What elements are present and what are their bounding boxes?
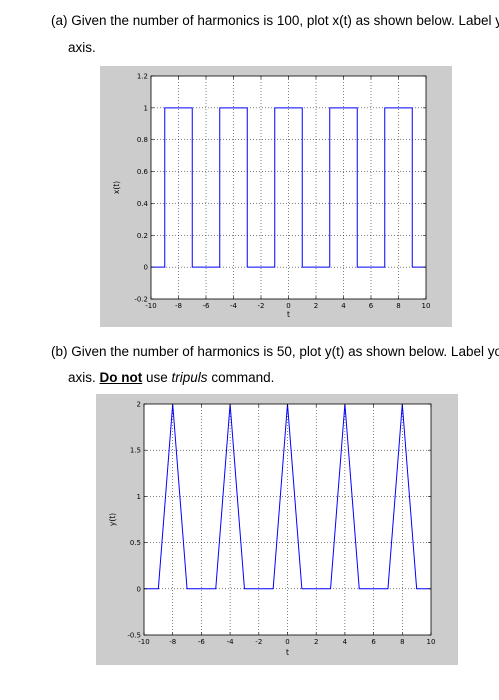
question-a-line2: axis. — [68, 40, 96, 55]
x-tick-label: -6 — [198, 638, 206, 646]
question-b-command-name: tripuls — [171, 370, 208, 385]
y-tick-label: 0.8 — [137, 136, 148, 144]
y-tick-label: -0.2 — [134, 296, 148, 304]
x-axis-label: t — [287, 310, 290, 319]
y-tick-label: 0.2 — [137, 232, 148, 240]
x-tick-label: -4 — [227, 638, 235, 646]
x-tick-label: 0 — [286, 302, 290, 310]
question-b-emphasis: Do not — [99, 370, 143, 385]
x-tick-label: 4 — [343, 638, 348, 646]
x-tick-label: -4 — [230, 302, 238, 310]
x-tick-label: 0 — [285, 638, 289, 646]
series-line — [151, 107, 426, 268]
question-b-text-start: axis. — [68, 370, 100, 385]
x-tick-label: 10 — [422, 302, 431, 310]
plot-area — [144, 404, 431, 635]
y-tick-label: 0 — [137, 585, 141, 593]
chart-x-t: -10 -8 -6 -4 -2 0 2 4 6 8 10 -0.2 0 0.2 0.4 0.6 0.8 1 1.2 t… — [112, 73, 431, 320]
x-axis-label: t — [286, 648, 289, 657]
x-tick-label: 6 — [371, 638, 376, 646]
figure-b: -10 -8 -6 -4 -2 0 2 4 6 8 10 -0.5 0 0.5 1 1.5 2 t y(t) — [96, 394, 458, 665]
y-tick-label: 1 — [144, 104, 148, 112]
y-tick-label: 0.4 — [137, 200, 149, 208]
x-tick-label: -10 — [138, 638, 149, 646]
chart-y-t: -10 -8 -6 -4 -2 0 2 4 6 8 10 -0.5 0 0.5 1 1.5 2 t y(t) — [108, 401, 436, 658]
y-axis-label: x(t) — [112, 181, 121, 194]
x-tick-label: -2 — [258, 302, 265, 310]
x-tick-label: -10 — [145, 302, 156, 310]
x-tick-label: 4 — [341, 302, 346, 310]
y-tick-label: 1.5 — [130, 447, 141, 455]
x-tick-label: 2 — [314, 638, 318, 646]
x-tick-label: 8 — [400, 638, 404, 646]
y-tick-label: 0 — [144, 264, 148, 272]
y-tick-label: 2 — [137, 401, 141, 409]
x-tick-label: 10 — [427, 638, 436, 646]
x-tick-label: 8 — [396, 302, 400, 310]
x-tick-label: 2 — [314, 302, 318, 310]
y-tick-label: 1 — [137, 493, 141, 501]
x-tick-label: 6 — [369, 302, 374, 310]
y-tick-label: -0.5 — [127, 632, 141, 640]
x-tick-label: -6 — [203, 302, 211, 310]
question-b-text-end: command. — [207, 370, 275, 385]
figure-a: -10 -8 -6 -4 -2 0 2 4 6 8 10 -0.2 0 0.2 0.4 0.6 0.8 1 1.2 t… — [100, 66, 452, 327]
y-tick-label: 0.5 — [130, 539, 141, 547]
y-axis-label: y(t) — [108, 513, 117, 526]
y-tick-label: 1.2 — [137, 73, 148, 81]
y-tick-label: 0.6 — [137, 168, 149, 176]
question-b-line2: axis. Do not use tripuls command. — [68, 370, 274, 385]
x-tick-label: -2 — [255, 638, 262, 646]
question-b-line1: (b) Given the number of harmonics is 50,… — [51, 344, 499, 359]
x-tick-label: -8 — [169, 638, 176, 646]
question-b-text-mid: use — [142, 370, 172, 385]
question-a-line1: (a) Given the number of harmonics is 100… — [51, 13, 499, 28]
x-tick-label: -8 — [175, 302, 182, 310]
